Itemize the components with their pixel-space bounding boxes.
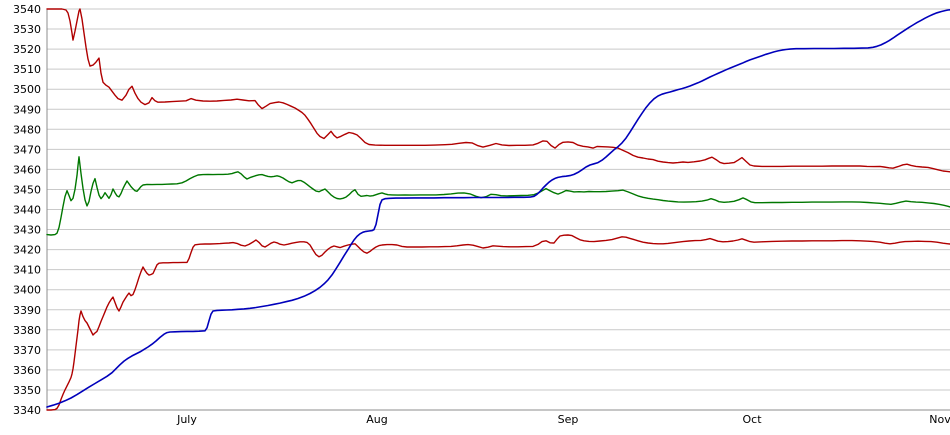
y-tick-label: 3420: [13, 244, 41, 257]
y-tick-label: 3480: [13, 123, 41, 136]
y-tick-label: 3400: [13, 284, 41, 297]
x-tick-label: Nov: [929, 413, 950, 426]
y-tick-label: 3490: [13, 103, 41, 116]
y-tick-label: 3500: [13, 83, 41, 96]
series-line-blue-rising: [46, 9, 950, 408]
x-tick-label: Sep: [558, 413, 579, 426]
y-tick-label: 3350: [13, 384, 41, 397]
series-line-red-lower: [46, 234, 950, 411]
x-tick-label: Oct: [742, 413, 762, 426]
y-tick-label: 3540: [13, 3, 41, 16]
y-tick-label: 3460: [13, 163, 41, 176]
y-tick-label: 3430: [13, 224, 41, 237]
y-tick-label: 3340: [13, 404, 41, 417]
y-tick-label: 3530: [13, 23, 41, 36]
y-tick-label: 3510: [13, 63, 41, 76]
y-tick-label: 3470: [13, 143, 41, 156]
y-tick-label: 3520: [13, 43, 41, 56]
y-tick-label: 3440: [13, 204, 41, 217]
y-tick-label: 3450: [13, 183, 41, 196]
y-tick-label: 3410: [13, 264, 41, 277]
series-line-red-upper: [46, 8, 950, 173]
y-tick-label: 3390: [13, 304, 41, 317]
y-tick-label: 3380: [13, 324, 41, 337]
y-tick-label: 3370: [13, 344, 41, 357]
series-line-green-mid: [46, 156, 950, 236]
x-tick-label: Aug: [366, 413, 387, 426]
y-tick-label: 3360: [13, 364, 41, 377]
x-tick-label: July: [176, 413, 197, 426]
